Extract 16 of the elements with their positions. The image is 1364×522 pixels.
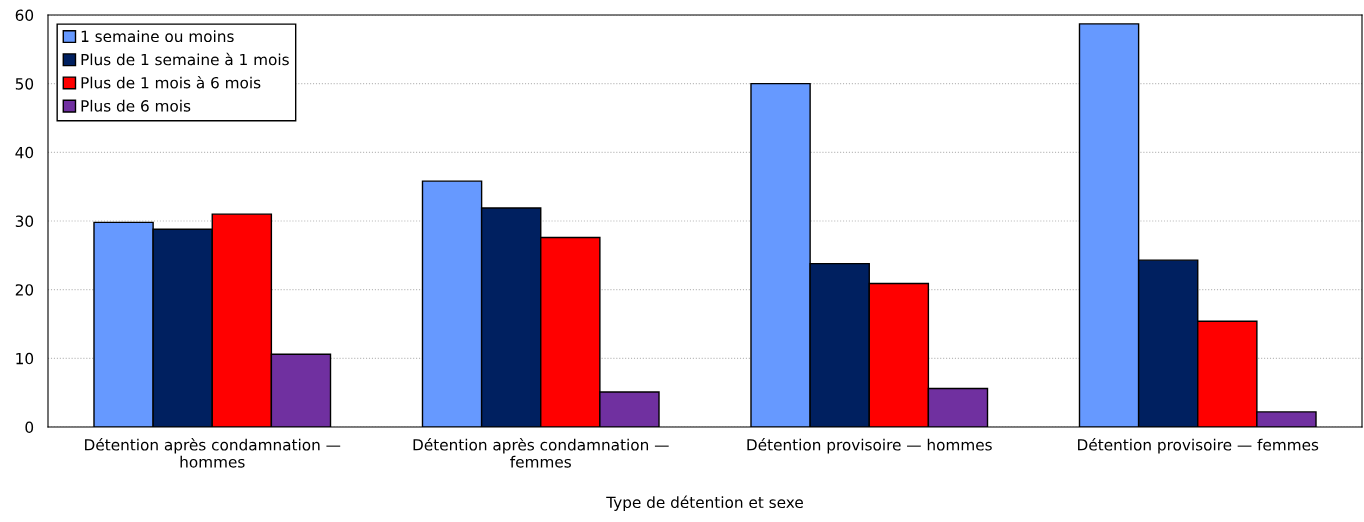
x-tick-label: Détention provisoire — femmes [1078,438,1319,454]
y-tick-label: 40 [15,146,34,159]
legend-label: Plus de 6 mois [81,99,191,112]
x-tick-label: Détention après condamnation — femmes [413,438,669,468]
y-tick-label: 0 [25,421,34,434]
y-tick-label: 30 [15,215,34,228]
y-tick-label: 10 [16,352,34,365]
x-tick-label: Détention provisoire — hommes [747,438,992,454]
y-tick-label: 50 [15,78,34,90]
legend-label: Plus de 1 semaine à 1 mois [81,52,289,66]
x-axis-title: Type de détention et sexe [606,495,803,512]
x-tick-label: Détention après condamnation — hommes [85,438,341,468]
legend-label: 1 semaine ou moins [81,30,234,43]
y-tick-label: 60 [15,9,34,22]
y-tick-label: 20 [15,284,34,296]
legend-label: Plus de 1 mois à 6 mois [81,76,261,89]
